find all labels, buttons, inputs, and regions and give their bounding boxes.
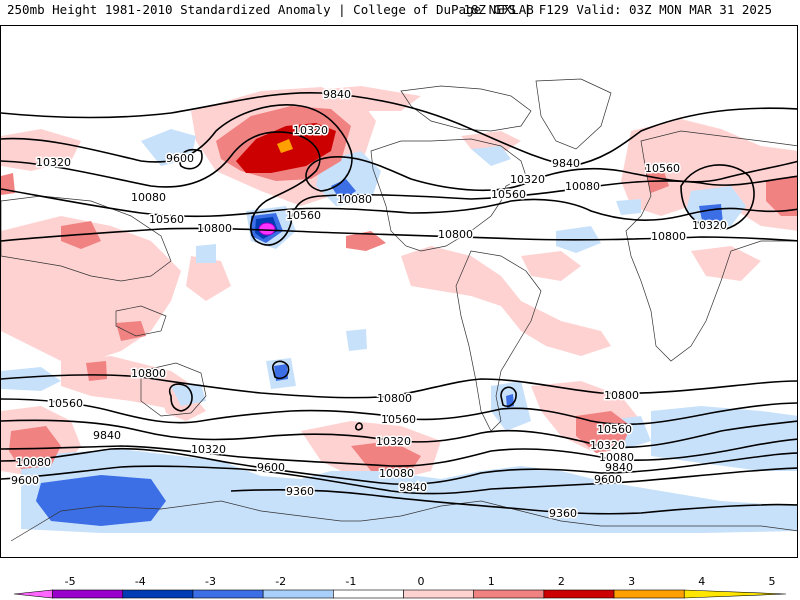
contour-label-10320: 10320 (36, 156, 71, 169)
contour-label-10080: 10080 (599, 451, 634, 464)
colorbar-segment (543, 589, 615, 599)
contour-label-10800: 10800 (377, 392, 412, 405)
contour-label-10080: 10080 (16, 456, 51, 469)
contour-label-10560: 10560 (286, 209, 321, 222)
map-title: 250mb Height 1981-2010 Standardized Anom… (7, 2, 534, 17)
model-valid-time: 18Z GFS | F129 Valid: 03Z MON MAR 31 202… (463, 2, 772, 17)
colorbar-segment (613, 589, 685, 599)
height-contours (1, 91, 797, 515)
colorbar-arrow-max (683, 589, 787, 599)
contour-label-10320: 10320 (590, 439, 625, 452)
contour-label-10320: 10320 (692, 219, 727, 232)
contour-label-9600: 9600 (166, 152, 194, 165)
contour-label-10560: 10560 (645, 162, 680, 175)
contour-label-10560: 10560 (381, 413, 416, 426)
anomaly-colorbar: -5 -4 -3 -2 -1 0 1 2 3 4 5 (13, 575, 787, 599)
colorbar-segments (13, 589, 787, 599)
contour-labels: 9840 10320 9600 10320 10080 10560 10080 … (10, 87, 729, 522)
negative-anomaly-extreme (258, 222, 276, 236)
contour-label-9840: 9840 (93, 429, 121, 442)
coastlines (1, 78, 797, 542)
contour-label-9600: 9600 (11, 474, 39, 487)
colorbar-segment (52, 589, 124, 599)
contour-label-9360: 9360 (549, 507, 577, 520)
contour-label-9600: 9600 (257, 461, 285, 474)
contour-label-9840: 9840 (605, 461, 633, 474)
colorbar-tick-label: -2 (275, 575, 286, 588)
contour-label-10800: 10800 (651, 230, 686, 243)
colorbar-tick-label: -3 (205, 575, 216, 588)
contour-label-10800: 10800 (604, 389, 639, 402)
contour-label-9600: 9600 (594, 473, 622, 486)
contour-label-9360: 9360 (286, 485, 314, 498)
map-canvas: 9840 10320 9600 10320 10080 10560 10080 … (1, 78, 797, 542)
contour-label-10320: 10320 (191, 443, 226, 456)
colorbar-tick-label: 0 (418, 575, 425, 588)
contour-label-10800: 10800 (131, 367, 166, 380)
colorbar-tick-label: 1 (488, 575, 495, 588)
contour-label-10560: 10560 (491, 188, 526, 201)
contour-label-10800: 10800 (438, 228, 473, 241)
colorbar-tick-label: -1 (345, 575, 356, 588)
contour-label-9840: 9840 (323, 88, 351, 101)
colorbar-tick-label: 5 (768, 575, 775, 588)
colorbar-ticks: -5 -4 -3 -2 -1 0 1 2 3 4 5 (65, 575, 776, 588)
colorbar-segment (403, 589, 474, 599)
colorbar-segment (192, 589, 264, 599)
contour-label-10560: 10560 (48, 397, 83, 410)
contour-label-10080: 10080 (565, 180, 600, 193)
contour-label-10320: 10320 (510, 173, 545, 186)
colorbar-segment (262, 589, 334, 599)
colorbar-tick-label: 4 (698, 575, 705, 588)
colorbar-tick-label: 2 (558, 575, 565, 588)
colorbar-segment (333, 589, 404, 599)
positive-anomaly-extreme (277, 139, 293, 153)
contour-label-9840: 9840 (399, 481, 427, 494)
contour-label-10320: 10320 (376, 435, 411, 448)
contour-label-10080: 10080 (337, 193, 372, 206)
colorbar-arrow-min (13, 589, 53, 599)
colorbar-tick-label: -4 (135, 575, 146, 588)
contour-label-10800: 10800 (197, 222, 232, 235)
colorbar-tick-label: 3 (628, 575, 635, 588)
contour-label-10560: 10560 (149, 213, 184, 226)
contour-label-10080: 10080 (131, 191, 166, 204)
colorbar-segment (122, 589, 194, 599)
contour-label-10560: 10560 (597, 423, 632, 436)
colorbar-segment (473, 589, 545, 599)
contour-label-9840: 9840 (552, 157, 580, 170)
contour-label-10320: 10320 (293, 124, 328, 137)
contour-label-10080: 10080 (379, 467, 414, 480)
anomaly-map: 9840 10320 9600 10320 10080 10560 10080 … (0, 25, 798, 558)
colorbar-tick-label: -5 (65, 575, 76, 588)
